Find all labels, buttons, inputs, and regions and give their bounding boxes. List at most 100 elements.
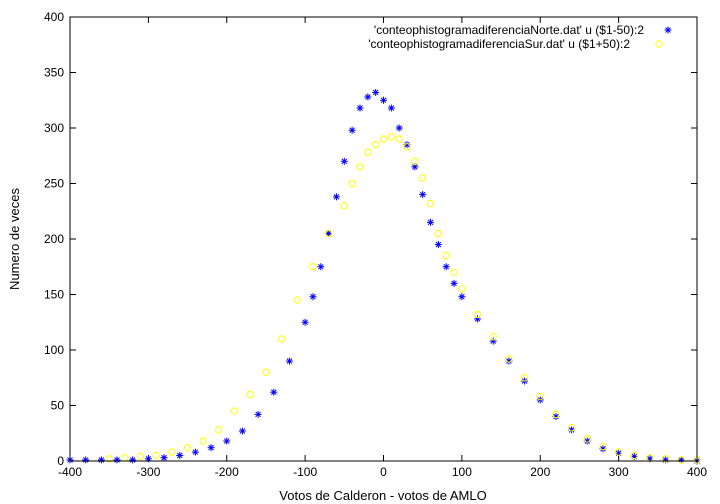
data-point xyxy=(285,357,293,365)
data-point xyxy=(223,437,231,445)
y-tick-label: 250 xyxy=(44,177,64,191)
legend-marker-point xyxy=(655,40,663,48)
data-point xyxy=(160,454,168,462)
y-tick-label: 150 xyxy=(44,288,64,302)
data-point xyxy=(356,104,364,112)
data-point xyxy=(270,388,278,396)
data-point xyxy=(136,452,145,461)
x-tick-label: -300 xyxy=(136,465,160,479)
data-point xyxy=(387,104,395,112)
data-point xyxy=(105,455,113,463)
data-point xyxy=(450,279,458,287)
y-tick-label: 0 xyxy=(57,454,64,468)
data-point xyxy=(599,442,607,451)
data-point xyxy=(356,163,364,171)
x-tick-label: 100 xyxy=(452,465,472,479)
data-point xyxy=(411,157,419,166)
y-tick-label: 400 xyxy=(44,10,64,24)
data-point xyxy=(403,143,411,151)
y-tick-labels: 0 50 100 150 200 250 300 350 400 xyxy=(44,10,64,468)
data-point xyxy=(387,133,396,141)
data-point xyxy=(458,285,466,293)
y-tick-label: 50 xyxy=(51,399,65,413)
data-point xyxy=(340,157,348,165)
x-tick-label: 300 xyxy=(609,465,629,479)
data-point xyxy=(340,202,349,210)
x-tick-label: 200 xyxy=(530,465,550,479)
data-point xyxy=(677,456,686,464)
data-point xyxy=(442,263,450,271)
data-point xyxy=(536,392,544,401)
data-point xyxy=(379,135,388,143)
data-point xyxy=(380,96,387,104)
data-point xyxy=(317,263,325,271)
data-point xyxy=(395,135,403,143)
x-tick-label: 400 xyxy=(687,465,707,479)
data-point xyxy=(113,456,121,464)
data-point xyxy=(332,193,340,201)
data-point xyxy=(520,374,529,382)
data-point xyxy=(254,410,262,418)
legend-marker-sur xyxy=(655,40,663,48)
series-norte xyxy=(66,88,701,465)
data-point xyxy=(418,174,427,182)
legend-label-sur: 'conteophistogramadiferenciaSur.dat' u (… xyxy=(368,37,630,51)
x-tick-labels: -400 -300 -200 -100 0 100 200 300 400 xyxy=(58,465,707,479)
legend-marker-point xyxy=(664,26,672,34)
data-point xyxy=(614,448,623,456)
y-tick-label: 100 xyxy=(44,343,64,357)
y-axis-title: Numero de veces xyxy=(7,188,22,290)
data-point xyxy=(348,126,356,134)
data-point xyxy=(238,427,246,435)
data-point xyxy=(419,191,427,199)
data-point xyxy=(324,229,333,238)
legend: 'conteophistogramadiferenciaNorte.dat' u… xyxy=(368,23,672,51)
data-point xyxy=(458,293,466,301)
data-point xyxy=(207,444,215,452)
data-point xyxy=(246,390,254,399)
data-point xyxy=(277,335,286,343)
data-point xyxy=(583,435,591,443)
data-point xyxy=(505,355,513,363)
x-tick-label: -400 xyxy=(58,465,82,479)
data-point xyxy=(442,251,450,260)
data-point xyxy=(325,229,333,237)
data-point xyxy=(121,453,129,462)
data-point xyxy=(301,318,309,326)
y-tick-label: 300 xyxy=(44,121,64,135)
data-point xyxy=(168,448,176,456)
data-point xyxy=(434,241,442,249)
data-point xyxy=(364,148,372,157)
x-tick-label: 0 xyxy=(380,465,387,479)
x-tick-label: -100 xyxy=(293,465,317,479)
data-point xyxy=(473,310,482,319)
data-point xyxy=(262,368,270,376)
data-point xyxy=(199,437,207,445)
legend-label-norte: 'conteophistogramadiferenciaNorte.dat' u… xyxy=(374,23,644,37)
axis-ticks xyxy=(69,16,698,462)
data-point xyxy=(661,455,670,463)
y-tick-label: 350 xyxy=(44,66,64,80)
data-point xyxy=(489,332,497,341)
data-point xyxy=(176,451,184,459)
series-sur xyxy=(105,133,701,464)
data-point xyxy=(372,88,380,96)
data-point xyxy=(567,424,576,432)
data-point xyxy=(309,263,317,271)
data-point xyxy=(450,268,458,276)
data-point xyxy=(434,229,443,238)
x-axis-title: Votos de Calderon - votos de AMLO xyxy=(279,488,486,503)
y-tick-label: 200 xyxy=(44,232,64,246)
data-point xyxy=(677,456,685,464)
data-point xyxy=(215,426,223,434)
data-point xyxy=(144,455,152,463)
data-point xyxy=(348,179,356,188)
data-point xyxy=(152,451,160,460)
data-point xyxy=(364,93,372,101)
x-tick-label: -200 xyxy=(215,465,239,479)
plot-frame xyxy=(69,16,698,462)
data-point xyxy=(426,199,435,208)
data-point xyxy=(309,293,317,301)
data-point xyxy=(82,456,90,464)
